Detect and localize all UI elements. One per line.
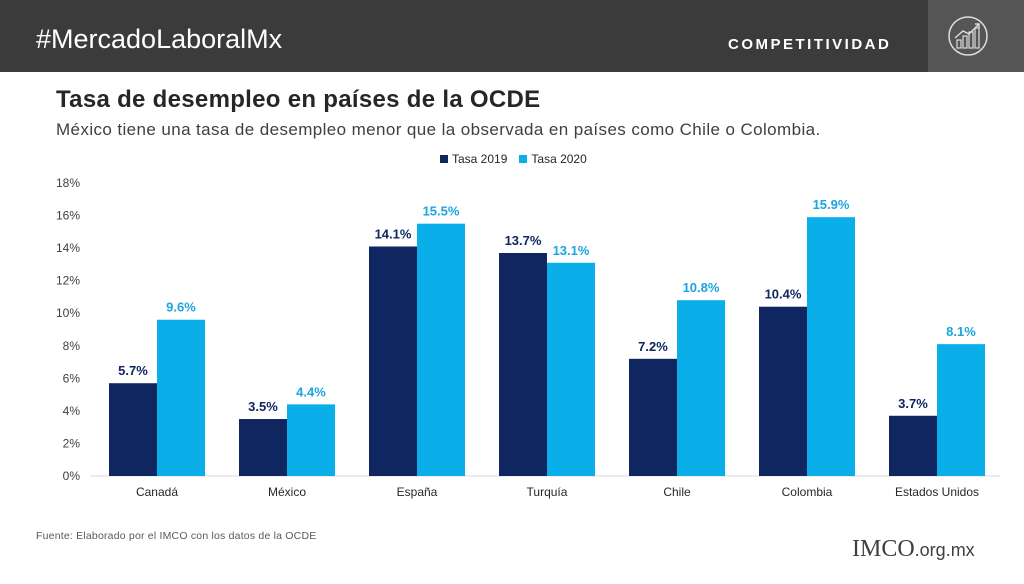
legend-item-2019: Tasa 2019 [440, 152, 507, 166]
data-label-2019: 10.4% [765, 287, 802, 302]
y-tick-label: 4% [63, 404, 81, 418]
bar-2020 [417, 223, 465, 476]
legend-label-2020: Tasa 2020 [531, 152, 587, 166]
bar-2020 [157, 319, 205, 476]
y-tick-label: 10% [56, 306, 80, 320]
chart-subtitle: México tiene una tasa de desempleo menor… [56, 120, 821, 139]
bar-2019 [629, 358, 677, 476]
bar-2019 [369, 246, 417, 476]
imco-logo: IMCO.org.mx [852, 536, 975, 563]
y-tick-label: 8% [63, 339, 81, 353]
y-tick-label: 0% [63, 469, 81, 483]
bar-chart-growth-icon [948, 16, 988, 56]
data-label-2020: 8.1% [946, 324, 976, 339]
bar-2020 [547, 262, 595, 476]
x-tick-label: México [268, 485, 306, 499]
data-label-2019: 13.7% [505, 233, 542, 248]
y-tick-label: 6% [63, 371, 81, 385]
x-tick-label: Colombia [782, 485, 833, 499]
data-label-2020: 15.9% [813, 197, 850, 212]
bar-2020 [937, 344, 985, 476]
data-label-2019: 14.1% [375, 226, 412, 241]
bar-2019 [499, 252, 547, 476]
data-label-2019: 5.7% [118, 363, 148, 378]
logo-suffix: .org.mx [914, 540, 975, 560]
legend-swatch-2020 [519, 155, 528, 163]
x-tick-label: España [397, 485, 438, 499]
data-label-2020: 9.6% [166, 300, 196, 315]
section-icon-box [928, 0, 1024, 72]
data-label-2020: 4.4% [296, 384, 326, 399]
legend-item-2020: Tasa 2020 [519, 152, 587, 166]
x-tick-label: Turquía [527, 485, 568, 499]
header-bar: #MercadoLaboralMx COMPETITIVIDAD [0, 0, 1024, 72]
bar-2020 [677, 300, 725, 476]
x-tick-label: Estados Unidos [895, 485, 979, 499]
bar-2019 [109, 383, 157, 476]
bar-2019 [239, 419, 287, 476]
source-note: Fuente: Elaborado por el IMCO con los da… [36, 530, 317, 542]
legend-swatch-2019 [440, 155, 448, 163]
chart-title: Tasa de desempleo en países de la OCDE [56, 86, 541, 113]
y-tick-label: 12% [56, 274, 80, 288]
bar-2019 [889, 415, 937, 476]
bar-chart: 0% 2% 4% 6% 8% 10% 12% 14% 16% 18% 5.7% 9.6% Canadá 3… [56, 176, 1000, 499]
bar-2020 [807, 217, 855, 476]
bar-2019 [759, 306, 807, 476]
data-label-2019: 3.7% [898, 396, 928, 411]
section-label: COMPETITIVIDAD [728, 36, 892, 53]
chart-legend: Tasa 2019 Tasa 2020 [440, 152, 587, 166]
y-tick-label: 18% [56, 176, 80, 190]
data-label-2019: 3.5% [248, 399, 278, 414]
x-tick-label: Canadá [136, 485, 178, 499]
y-tick-label: 14% [56, 241, 80, 255]
y-tick-label: 2% [63, 436, 81, 450]
bar-2020 [287, 404, 335, 476]
legend-label-2019: Tasa 2019 [452, 152, 508, 166]
data-label-2020: 10.8% [683, 280, 720, 295]
x-tick-label: Chile [663, 485, 691, 499]
data-label-2020: 13.1% [553, 243, 590, 258]
hashtag-label: #MercadoLaboralMx [36, 24, 283, 54]
y-tick-label: 16% [56, 209, 80, 223]
data-label-2019: 7.2% [638, 339, 668, 354]
data-label-2020: 15.5% [423, 204, 460, 219]
logo-text: IMCO [852, 536, 915, 562]
